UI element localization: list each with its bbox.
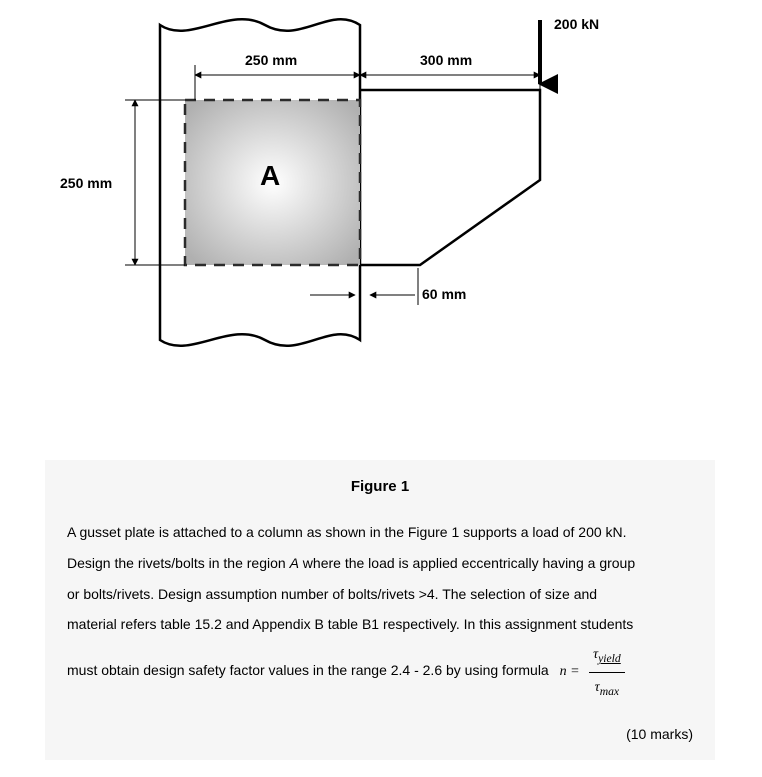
gusset-outline <box>360 90 540 265</box>
figure-area: 200 kN 250 mm 300 mm 250 mm 60 mm A <box>50 10 610 370</box>
page-root: 200 kN 250 mm 300 mm 250 mm 60 mm A Figu… <box>0 0 762 777</box>
engineering-diagram <box>50 10 610 370</box>
formula-num-sub: yield <box>598 652 621 665</box>
text-line-3: or bolts/rivets. Design assumption numbe… <box>67 586 597 602</box>
region-A-label: A <box>260 160 280 192</box>
dim-300: 300 mm <box>420 52 472 68</box>
text-line-2a: Design the rivets/bolts in the region <box>67 555 290 571</box>
text-line-1: A gusset plate is attached to a column a… <box>67 524 627 540</box>
problem-text: A gusset plate is attached to a column a… <box>67 517 693 704</box>
dim-250-left: 250 mm <box>60 175 112 191</box>
safety-factor-formula: n = τyield τmax <box>553 664 625 679</box>
problem-statement: Figure 1 A gusset plate is attached to a… <box>45 460 715 760</box>
dim-60: 60 mm <box>422 286 466 302</box>
text-line-2b: where the load is applied eccentrically … <box>299 555 635 571</box>
formula-lhs: n = <box>560 664 580 679</box>
figure-caption: Figure 1 <box>67 478 693 495</box>
marks-label: (10 marks) <box>67 726 693 742</box>
formula-fraction: τyield τmax <box>589 640 625 704</box>
text-line-4: material refers table 15.2 and Appendix … <box>67 616 633 632</box>
text-line-5: must obtain design safety factor values … <box>67 662 549 678</box>
dim-250-top: 250 mm <box>245 52 297 68</box>
region-ref-A: A <box>290 555 299 571</box>
formula-den-sub: max <box>600 684 619 697</box>
force-label: 200 kN <box>554 16 599 32</box>
